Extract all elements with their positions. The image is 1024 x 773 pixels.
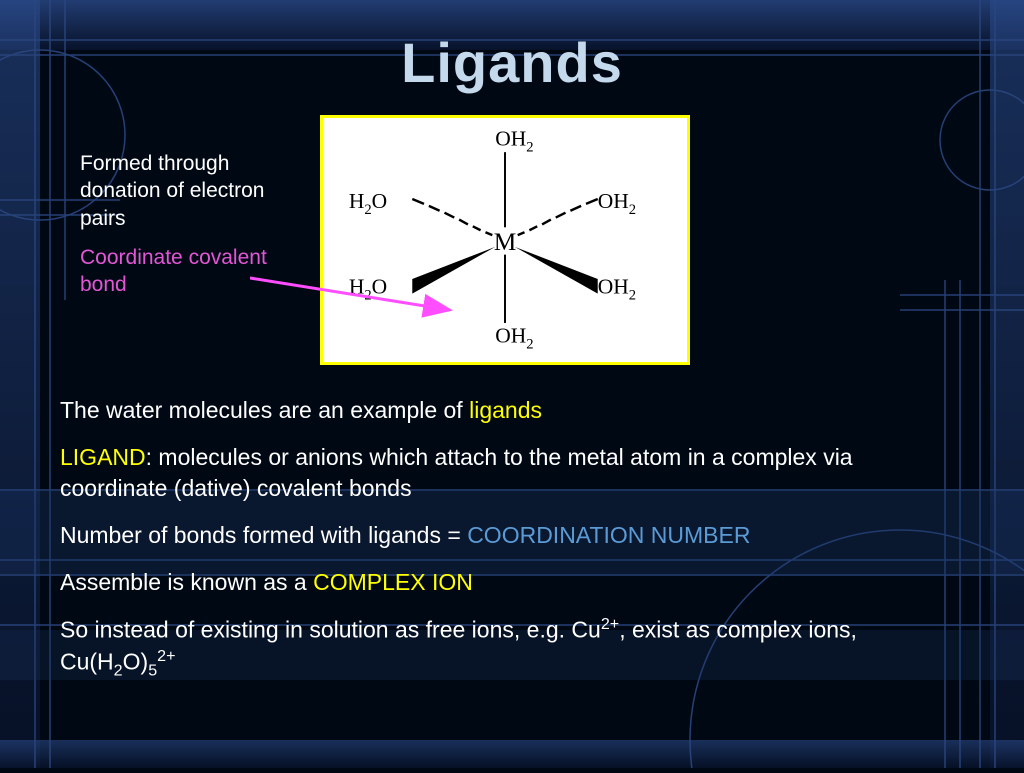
p5-o: O) [123,649,149,675]
p1-text: The water molecules are an example of [60,397,469,423]
ligand-upper-left: H2O [349,189,387,218]
top-row: Formed through donation of electron pair… [50,115,974,365]
side-line-2: Coordinate covalent bond [80,244,270,299]
body-p5: So instead of existing in solution as fr… [60,614,964,682]
ligand-lower-right: OH2 [598,275,636,304]
p3-text: Number of bonds formed with ligands = [60,522,467,548]
p5-sub1: 2 [114,661,123,679]
p1-highlight: ligands [469,397,542,423]
p2-text: : molecules or anions which attach to th… [60,444,853,501]
body-p2: LIGAND: molecules or anions which attach… [60,442,964,504]
molecule-diagram: M OH2 OH2 H2O [320,115,690,365]
center-atom: M [494,228,517,256]
side-line-1: Formed through donation of electron pair… [80,150,270,232]
ligand-upper-right: OH2 [598,189,636,218]
p4-highlight: COMPLEX ION [313,569,473,595]
p5-sup2: 2+ [157,647,175,665]
p5-sub2: 5 [148,661,157,679]
slide-title: Ligands [50,30,974,95]
p3-highlight: COORDINATION NUMBER [467,522,750,548]
ligand-bottom: OH2 [495,323,533,352]
p5-a: So instead of existing in solution as fr… [60,617,601,643]
p4-text: Assemble is known as a [60,569,313,595]
body-p1: The water molecules are an example of li… [60,395,964,426]
body-text: The water molecules are an example of li… [50,395,974,682]
ligand-lower-left: H2O [349,275,387,304]
p5-sup1: 2+ [601,615,619,633]
body-p4: Assemble is known as a COMPLEX ION [60,567,964,598]
body-p3: Number of bonds formed with ligands = CO… [60,520,964,551]
side-text: Formed through donation of electron pair… [80,115,270,310]
ligand-top: OH2 [495,126,533,155]
p2-highlight: LIGAND [60,444,146,470]
